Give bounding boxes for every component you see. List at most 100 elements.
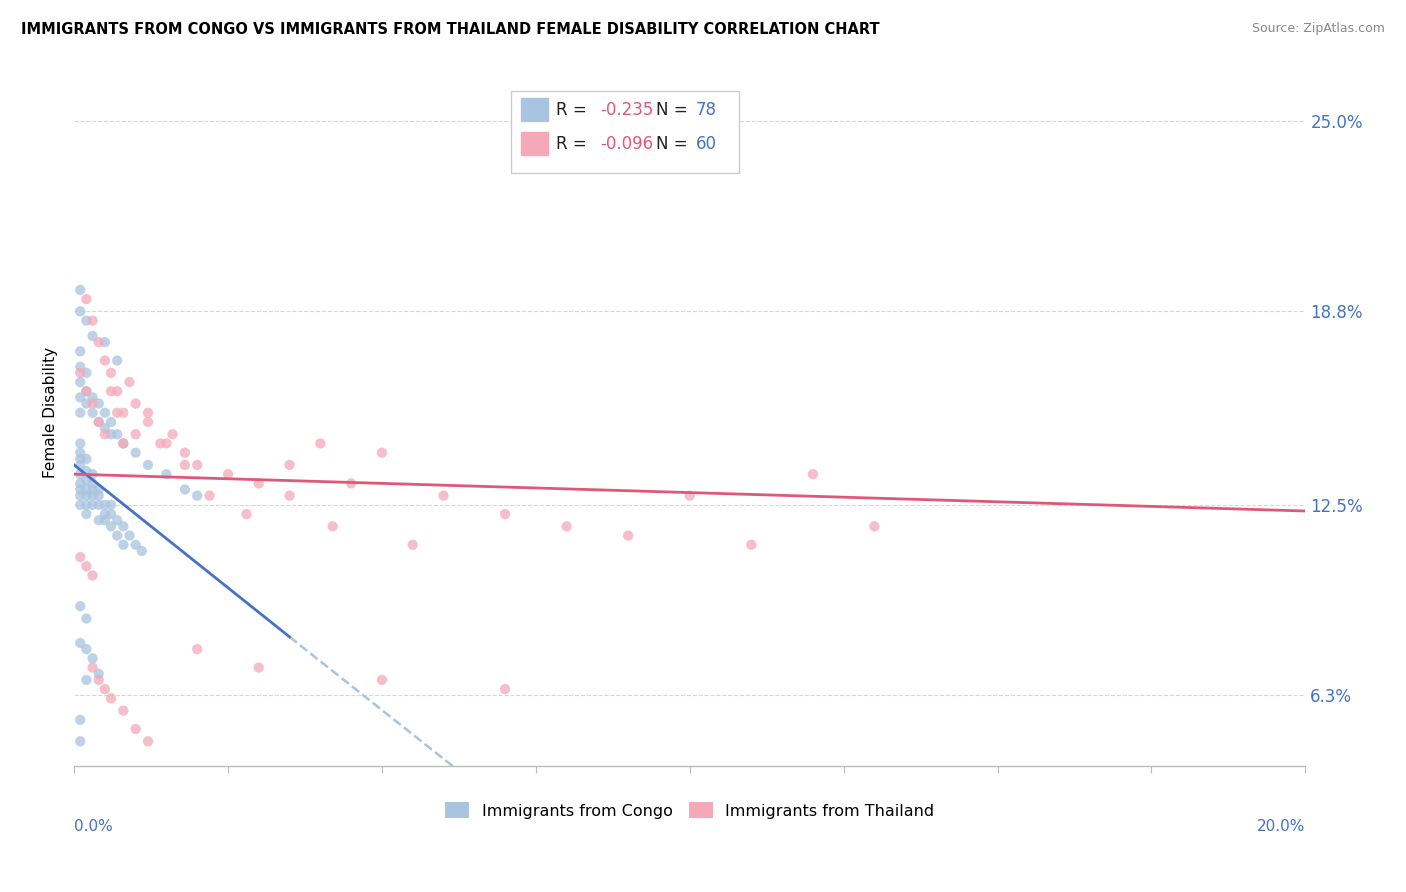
Text: 0.0%: 0.0% [75, 819, 112, 834]
Point [82, 467, 104, 482]
Point [186, 458, 208, 472]
Point [82, 396, 104, 410]
Point [494, 507, 516, 521]
Point [75, 507, 97, 521]
Point [75, 396, 97, 410]
Point [87, 666, 110, 681]
Point [69, 489, 91, 503]
Point [105, 513, 128, 527]
Point [371, 673, 394, 687]
Point [69, 304, 91, 318]
Point [94, 507, 117, 521]
Point [155, 467, 177, 482]
Point [186, 489, 208, 503]
Point [740, 538, 762, 552]
Point [69, 599, 91, 614]
Point [124, 538, 146, 552]
Point [82, 651, 104, 665]
Point [82, 660, 104, 674]
Bar [522, 132, 548, 155]
Point [136, 415, 159, 429]
Point [75, 451, 97, 466]
Point [69, 498, 91, 512]
Text: R =: R = [555, 101, 592, 119]
Point [69, 436, 91, 450]
Point [94, 427, 117, 442]
Point [94, 353, 117, 368]
Point [124, 427, 146, 442]
Point [112, 704, 135, 718]
Point [75, 483, 97, 497]
Point [94, 335, 117, 350]
Point [155, 436, 177, 450]
Point [69, 344, 91, 359]
Point [94, 682, 117, 697]
Point [112, 406, 135, 420]
Point [432, 489, 454, 503]
Point [162, 427, 184, 442]
Point [75, 313, 97, 327]
Point [75, 489, 97, 503]
Point [69, 483, 91, 497]
Text: 20.0%: 20.0% [1257, 819, 1305, 834]
Point [494, 682, 516, 697]
Point [82, 483, 104, 497]
Point [87, 489, 110, 503]
Point [75, 473, 97, 487]
Point [69, 476, 91, 491]
Point [118, 375, 141, 389]
Point [124, 445, 146, 459]
Point [371, 445, 394, 459]
Text: 78: 78 [696, 101, 717, 119]
Point [555, 519, 578, 533]
Point [198, 489, 221, 503]
Point [322, 519, 344, 533]
Point [75, 384, 97, 399]
Point [174, 483, 197, 497]
Point [105, 528, 128, 542]
Point [149, 436, 172, 450]
Text: 60: 60 [696, 135, 717, 153]
Point [136, 734, 159, 748]
Point [69, 467, 91, 482]
Point [69, 406, 91, 420]
Point [100, 427, 122, 442]
Text: N =: N = [657, 101, 693, 119]
Point [69, 458, 91, 472]
Point [69, 550, 91, 565]
Text: -0.096: -0.096 [600, 135, 652, 153]
Point [82, 391, 104, 405]
Point [100, 519, 122, 533]
Point [69, 283, 91, 297]
Point [82, 498, 104, 512]
Point [69, 734, 91, 748]
Point [75, 611, 97, 625]
Point [247, 476, 270, 491]
Point [309, 436, 332, 450]
Point [94, 498, 117, 512]
Point [87, 415, 110, 429]
Point [105, 406, 128, 420]
Point [679, 489, 702, 503]
Point [69, 366, 91, 380]
Point [402, 538, 425, 552]
Point [82, 313, 104, 327]
Point [87, 483, 110, 497]
Point [69, 375, 91, 389]
Point [94, 406, 117, 420]
Point [863, 519, 886, 533]
Point [174, 445, 197, 459]
Point [75, 642, 97, 657]
Point [174, 458, 197, 472]
Point [278, 489, 301, 503]
Point [100, 366, 122, 380]
Point [69, 359, 91, 374]
Point [94, 513, 117, 527]
Point [112, 436, 135, 450]
Point [617, 528, 640, 542]
Point [100, 691, 122, 706]
Point [118, 528, 141, 542]
Point [124, 722, 146, 736]
Text: IMMIGRANTS FROM CONGO VS IMMIGRANTS FROM THAILAND FEMALE DISABILITY CORRELATION : IMMIGRANTS FROM CONGO VS IMMIGRANTS FROM… [21, 22, 880, 37]
Point [105, 353, 128, 368]
